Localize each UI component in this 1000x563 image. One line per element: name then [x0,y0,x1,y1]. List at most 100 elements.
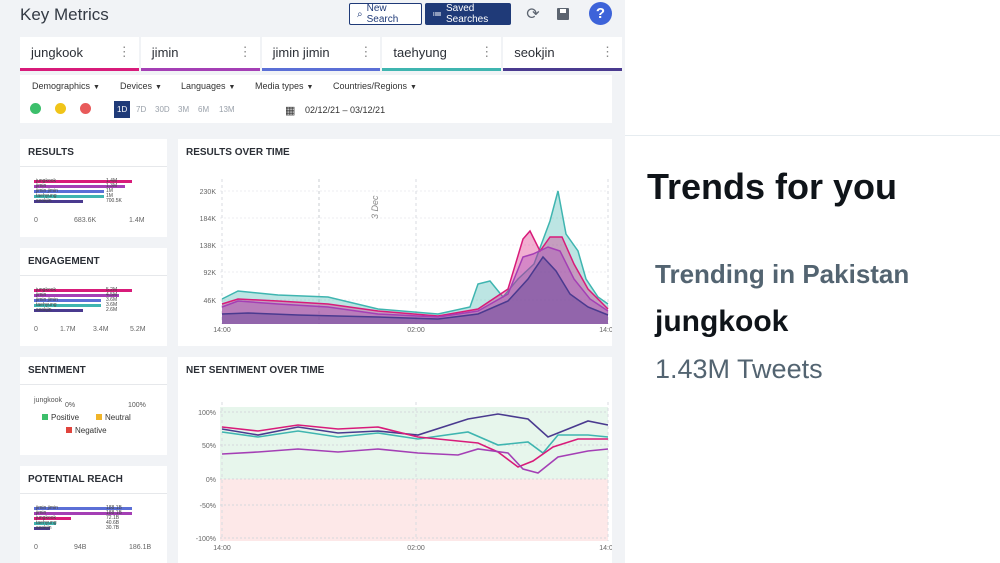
series-line [221,229,609,317]
axis-tick-label: 94B [74,544,87,551]
range-7d[interactable]: 7D [136,105,147,114]
series-area [222,231,608,324]
card-divider [20,384,167,385]
engagement-title: ENGAGEMENT [28,256,100,267]
help-icon[interactable]: ? [589,2,612,25]
mini-bar-value: 40.6B [106,520,120,526]
axis-tick-label: 1.7M [60,326,76,333]
y-tick-label: 138K [200,243,217,250]
positive-face-icon[interactable] [30,103,41,114]
mini-bar-value: 30.7B [106,525,120,531]
series-line [221,448,609,474]
more-options-icon[interactable]: ⋮ [480,44,494,59]
filter-menu-languages[interactable]: Languages ▼ [181,81,235,91]
legend-item-neutral: Neutral [96,413,131,422]
filter-menu-countries-regions[interactable]: Countries/Regions ▼ [333,81,417,91]
mini-bar-value: 4.5M [106,292,118,298]
caret-down-icon: ▼ [410,84,417,91]
mini-bar-label: jimin [36,510,47,516]
range-13m[interactable]: 13M [219,105,235,114]
x-tick-label: 14:00 [599,327,612,334]
negative-face-icon[interactable] [80,103,91,114]
range-6m[interactable]: 6M [198,105,210,114]
saved-searches-button[interactable]: ≔ Saved Searches [425,3,511,25]
tab-label: seokjin [514,45,555,60]
engagement-card: ENGAGEMENT jungkook 5.2M jimin 4.5M jimin ji… [20,248,167,346]
mini-bar-value: 72.1B [106,515,120,521]
mini-bar [34,180,132,183]
new-search-button[interactable]: ⌕ New Search [349,3,422,25]
more-options-icon[interactable]: ⋮ [600,44,614,59]
neutral-face-icon[interactable] [55,103,66,114]
axis-tick-label: 186.1B [129,544,152,551]
tab-color-bar [140,68,260,71]
y-tick-label: 184K [200,216,217,223]
calendar-icon[interactable]: ▦ [285,105,296,117]
filter-menu-label: Countries/Regions [333,81,408,91]
legend-swatch [66,427,72,433]
more-options-icon[interactable]: ⋮ [359,44,373,59]
trend-topic-link[interactable]: jungkook [655,305,789,338]
series-line [221,430,609,455]
filter-menu-media-types[interactable]: Media types ▼ [255,81,313,91]
mini-bar-label: seokjin [36,525,52,531]
tab-label: jimin jimin [272,45,330,60]
tab-jimin[interactable]: jimin ⋮ [140,37,260,71]
series-area [222,247,608,324]
trend-tweet-count: 1.43M Tweets [655,354,823,384]
y-tick-label: -100% [196,536,216,543]
new-search-label: New Search [366,3,399,25]
tab-taehyung[interactable]: taehyung ⋮ [382,37,502,71]
mini-bar-label: jimin jimin [36,297,58,303]
mini-bar-value: 3.6M [106,302,118,308]
mini-bar-label: jungkook [36,515,57,521]
net-sentiment-title: NET SENTIMENT OVER TIME [186,365,325,376]
filter-menu-demographics[interactable]: Demographics ▼ [32,81,100,91]
caret-down-icon: ▼ [306,84,314,91]
mini-bar [34,200,83,203]
mini-bar-label: seokjin [36,307,52,313]
more-options-icon[interactable]: ⋮ [117,44,131,59]
mini-bar [34,289,132,292]
filter-menu-devices[interactable]: Devices ▼ [120,81,162,91]
axis-tick-label: 3.4M [93,326,109,333]
axis-tick-label: 5.2M [130,326,146,333]
date-range[interactable]: 02/12/21 – 03/12/21 [305,105,386,115]
mini-bar [34,299,102,302]
tab-jungkook[interactable]: jungkook ⋮ [20,37,139,71]
positive-zone [220,407,608,479]
more-options-icon[interactable]: ⋮ [238,44,252,59]
mini-bar-label: jimin [36,183,47,189]
page-title: Key Metrics [20,5,109,24]
mini-bar-label: taehyung [36,302,57,308]
refresh-icon[interactable]: ⟳ [526,6,540,23]
negative-zone [220,479,608,541]
sentiment-title: SENTIMENT [28,365,86,376]
tab-seokjin[interactable]: seokjin ⋮ [503,37,622,71]
mini-bar-label: taehyung [36,193,57,199]
results-over-time-title: RESULTS OVER TIME [186,147,290,158]
reach-title: POTENTIAL REACH [28,474,123,485]
y-tick-label: 100% [198,410,216,417]
mini-bar [34,507,132,510]
tab-jimin-jimin[interactable]: jimin jimin ⋮ [261,37,381,71]
net-sentiment-chart: 100% 50% 0% -50% -100% 14:00 02:00 14:00 [196,402,612,552]
save-icon[interactable] [552,3,574,25]
search-tabs: jungkook ⋮ jimin ⋮ jimin jimin ⋮ taehyung ⋮ seok… [20,37,622,71]
mini-bar-label: jungkook [36,178,57,184]
mini-bar [34,304,102,307]
series-line [221,255,609,320]
mini-bar [34,294,120,297]
range-30d[interactable]: 30D [155,105,170,114]
mini-bar-value: 188.1B [106,510,122,516]
tab-color-bar [382,68,502,71]
sentiment-zero: 0% [65,402,76,409]
mini-bar-value: 2.6M [106,307,118,313]
range-1d[interactable]: 1D [114,101,131,118]
tab-label: jimin [151,45,179,60]
range-3m[interactable]: 3M [178,105,190,114]
card-divider [20,493,167,494]
tab-color-bar [261,68,381,71]
filter-menu-label: Demographics [32,81,91,91]
